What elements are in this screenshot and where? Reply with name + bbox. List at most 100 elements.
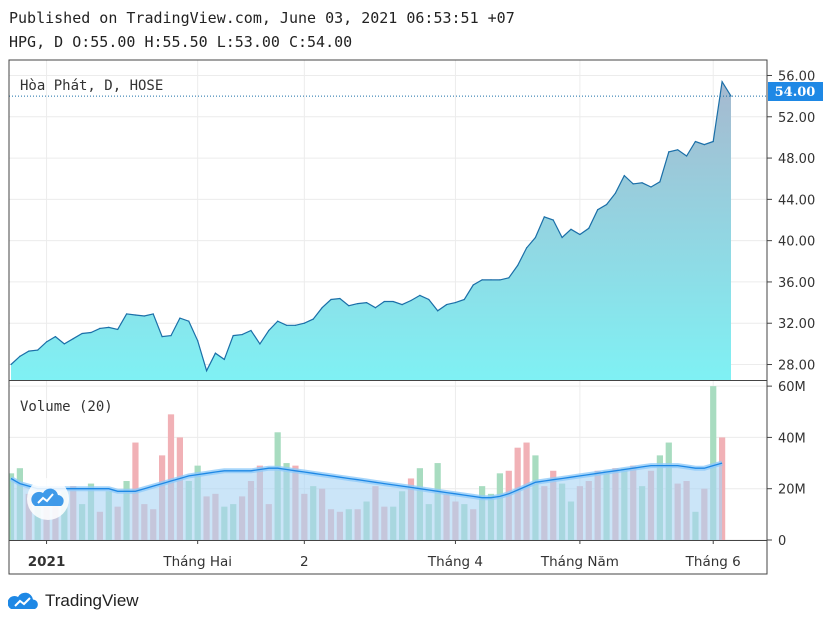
price-point	[552, 219, 554, 221]
price-point	[108, 326, 110, 328]
price-tick-label: 36.00	[778, 276, 815, 291]
last-price-badge	[768, 82, 823, 101]
price-point	[81, 332, 83, 335]
time-tick-label: 2021	[28, 554, 66, 570]
volume-tick-label: 0	[778, 534, 786, 549]
price-point	[277, 320, 279, 322]
price-tick-label: 44.00	[778, 193, 815, 208]
time-tick-label: Tháng Hai	[162, 554, 232, 570]
time-axis[interactable]: 2021 Tháng Hai 2 Tháng 4 Tháng Năm Tháng 6	[28, 540, 741, 570]
price-point	[45, 341, 48, 343]
price-point	[223, 358, 225, 360]
price-point	[419, 294, 421, 296]
price-point	[19, 355, 21, 357]
price-point	[410, 299, 412, 302]
price-point	[28, 350, 30, 352]
price-point	[712, 140, 714, 143]
price-point	[383, 300, 385, 303]
chart-frame	[8, 59, 768, 575]
ohlc-line: HPG, D O:55.00 H:55.50 L:53.00 C:54.00	[9, 33, 353, 51]
price-point	[668, 151, 670, 153]
last-price-text: 54.00	[775, 85, 816, 100]
time-tick-label: Tháng Năm	[540, 554, 619, 570]
price-point	[357, 303, 359, 305]
price-plot	[9, 79, 767, 380]
price-point	[490, 279, 492, 281]
price-point	[152, 313, 154, 315]
price-point	[339, 297, 341, 300]
price-point	[348, 305, 350, 307]
price-point	[37, 349, 39, 351]
volume-ma-line	[10, 462, 723, 499]
price-point	[401, 304, 403, 306]
price-point	[321, 307, 323, 309]
volume-ma-area	[11, 463, 723, 540]
price-point	[437, 310, 439, 312]
volume-bar	[719, 437, 726, 540]
price-tick-label: 52.00	[778, 111, 815, 126]
price-point	[63, 343, 65, 345]
watermark	[27, 478, 69, 520]
price-point	[614, 192, 617, 194]
price-tick-label: 48.00	[778, 152, 815, 167]
price-axis[interactable]: 28.00 32.00 36.00 40.00 44.00 48.00 52.00 56.00	[767, 69, 815, 374]
volume-pane-title: Volume (20)	[20, 399, 113, 415]
price-point	[392, 300, 394, 303]
price-point	[54, 336, 57, 338]
price-point	[703, 144, 705, 146]
price-point	[259, 343, 261, 345]
price-point	[454, 301, 457, 304]
price-point	[579, 233, 581, 236]
price-point	[730, 95, 732, 97]
price-point	[232, 335, 234, 337]
price-point	[561, 236, 563, 239]
price-point	[241, 333, 243, 336]
price-point	[214, 352, 217, 354]
price-point	[694, 140, 697, 143]
price-point	[90, 331, 92, 334]
price-point	[588, 227, 590, 229]
price-point	[197, 340, 199, 342]
tradingview-logo-icon	[8, 592, 38, 609]
price-point	[463, 298, 465, 301]
price-point	[499, 279, 501, 281]
price-point	[623, 175, 625, 177]
price-point	[445, 304, 448, 306]
footer-brand-text: TradingView	[45, 591, 139, 610]
price-point	[374, 307, 377, 309]
price-point	[721, 81, 723, 83]
price-point	[605, 203, 608, 206]
time-tick-label: Tháng 6	[685, 554, 741, 570]
price-tick-label: 40.00	[778, 235, 815, 250]
volume-tick-label: 20M	[778, 483, 806, 498]
price-point	[508, 277, 510, 279]
last-price-label: 54.00	[768, 82, 823, 101]
price-point	[134, 314, 137, 316]
volume-tick-label: 40M	[778, 431, 806, 446]
published-line: Published on TradingView.com, June 03, 2…	[9, 9, 515, 27]
price-point	[117, 328, 119, 331]
price-point	[268, 329, 270, 332]
price-point	[72, 338, 74, 340]
price-point	[285, 324, 288, 326]
price-point	[428, 298, 430, 301]
price-point	[250, 329, 252, 332]
price-point	[161, 336, 163, 338]
price-point	[365, 301, 368, 304]
footer-brand[interactable]: TradingView	[8, 590, 139, 612]
price-point	[685, 155, 688, 157]
price-point	[525, 247, 528, 249]
price-point	[570, 228, 572, 230]
volume-axis[interactable]: 0 20M 40M 60M	[767, 380, 806, 549]
price-point	[330, 298, 332, 301]
time-tick-label: 2	[300, 554, 309, 570]
price-point	[650, 186, 652, 188]
price-area	[11, 81, 731, 380]
volume-bar	[167, 414, 175, 540]
price-point	[125, 313, 128, 315]
price-point	[312, 318, 314, 320]
price-point	[517, 264, 519, 267]
price-tick-label: 56.00	[778, 69, 815, 84]
price-pane-title: Hòa Phát, D, HOSE	[20, 78, 163, 94]
